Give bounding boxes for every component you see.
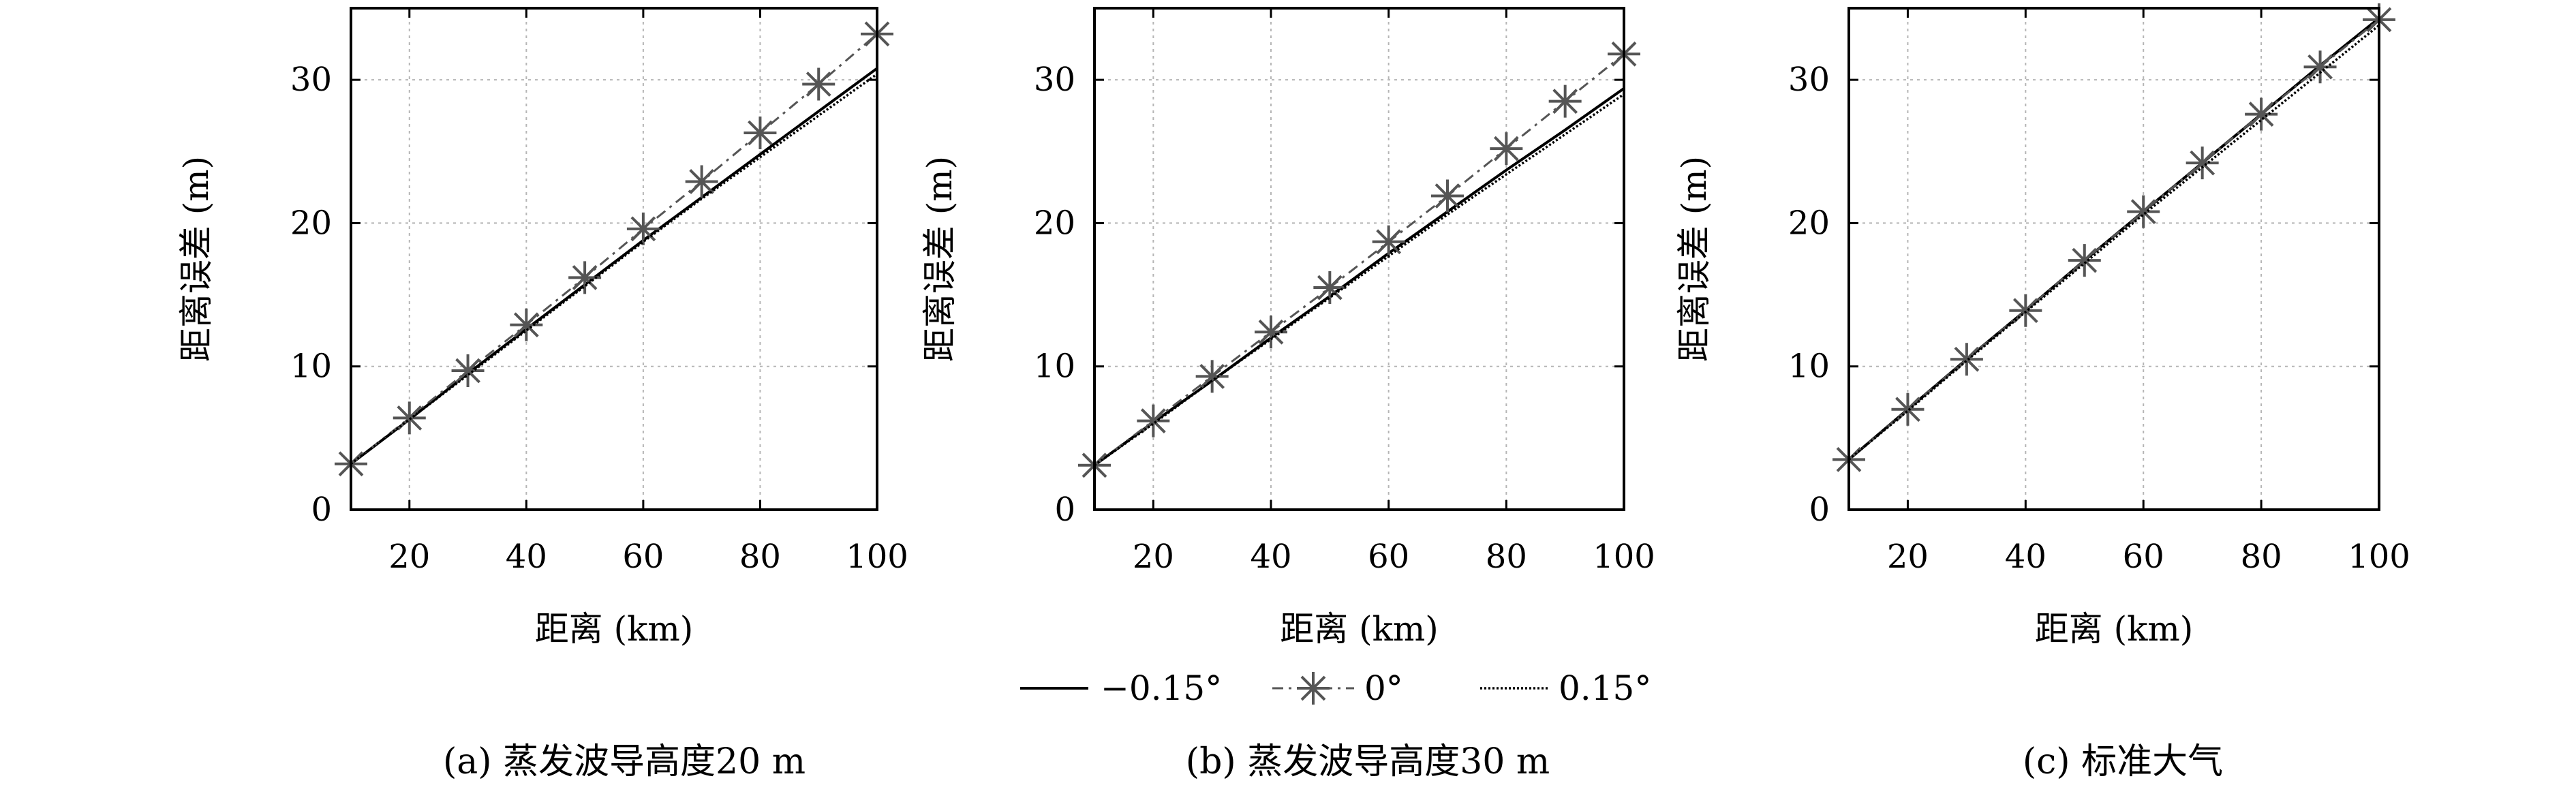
x-axis-label: 距离 (km)	[2035, 609, 2194, 649]
chart-panel-1: 20 40 60 80 100 0 10 20 30 距离 (km) 距离误差 (m)	[920, 7, 1655, 649]
y-axis-label: 距离误差 (m)	[1674, 156, 1714, 362]
y-tick-label-2: 20	[290, 204, 332, 242]
series-1-point-8	[1548, 84, 1582, 118]
y-tick-label-3: 30	[1788, 61, 1830, 99]
x-tick-label-1: 40	[506, 538, 547, 576]
series-1-point-6	[2186, 147, 2219, 180]
y-axis-label: 距离误差 (m)	[177, 156, 216, 362]
x-tick-label-2: 60	[622, 538, 664, 576]
x-tick-label-4: 100	[846, 538, 908, 576]
y-tick-label-3: 30	[290, 61, 332, 99]
legend-label-1: 0°	[1364, 668, 1403, 708]
series-1-point-7	[2245, 97, 2278, 131]
plot-frame	[1093, 7, 1625, 511]
series-1-point-5	[1372, 225, 1405, 258]
caption-c: (c) 标准大气	[2022, 741, 2224, 782]
legend-label-2: 0.15°	[1559, 668, 1651, 708]
series-line-1	[350, 33, 878, 465]
plot-frame	[350, 7, 878, 511]
y-tick-label-2: 20	[1788, 204, 1830, 242]
series-1-point-7	[743, 116, 777, 149]
x-tick-label-4: 100	[2348, 538, 2410, 576]
series-1-point-5	[626, 212, 660, 245]
series-1-point-4	[2068, 244, 2101, 277]
x-tick-label-1: 40	[1250, 538, 1291, 576]
chart-panel-2: 20 40 60 80 100 0 10 20 30 距离 (km) 距离误差 (m)	[1674, 3, 2410, 649]
series-1-point-6	[685, 165, 718, 198]
series-1-point-8	[802, 67, 835, 101]
chart-panel-0: 20 40 60 80 100 0 10 20 30 距离 (km) 距离误差 (m)	[177, 7, 908, 649]
x-tick-label-3: 80	[2241, 538, 2282, 576]
x-axis-label: 距离 (km)	[535, 609, 694, 649]
x-axis-label: 距离 (km)	[1280, 609, 1439, 649]
series-line-2	[1847, 24, 2380, 461]
series-line-2	[350, 73, 878, 465]
y-tick-label-0: 0	[1809, 491, 1830, 529]
x-tick-label-4: 100	[1593, 538, 1655, 576]
legend: −0.15° 0° 0.15°	[1020, 668, 1651, 708]
series-line-1	[1094, 53, 1625, 466]
x-tick-label-2: 60	[2123, 538, 2164, 576]
x-tick-label-0: 20	[388, 538, 430, 576]
series-1-point-3	[510, 308, 543, 341]
y-tick-label-1: 10	[1034, 348, 1075, 386]
series-1-point-3	[2009, 294, 2042, 327]
series-1-point-2	[451, 354, 485, 388]
series-1-point-6	[1431, 179, 1464, 213]
y-tick-label-0: 0	[311, 491, 332, 529]
series-1-point-8	[2303, 50, 2337, 84]
series-line-0	[1093, 87, 1625, 467]
series-1-point-1	[1891, 392, 1925, 426]
legend-marker-1	[1297, 672, 1330, 705]
series-1-point-7	[1490, 132, 1523, 166]
series-1-point-5	[2127, 195, 2160, 228]
series-line-2	[1093, 93, 1625, 467]
legend-label-0: −0.15°	[1101, 668, 1222, 708]
x-tick-label-3: 80	[739, 538, 781, 576]
y-tick-label-1: 10	[1788, 348, 1830, 386]
caption-b: (b) 蒸发波导高度30 m	[1185, 741, 1550, 782]
x-tick-label-0: 20	[1887, 538, 1929, 576]
series-1-point-2	[1950, 343, 1983, 376]
x-tick-label-1: 40	[2005, 538, 2046, 576]
plot-frame	[1847, 7, 2380, 511]
y-tick-label-3: 30	[1034, 61, 1075, 99]
y-axis-label: 距离误差 (m)	[920, 156, 960, 362]
y-tick-label-2: 20	[1034, 204, 1075, 242]
x-tick-label-3: 80	[1486, 538, 1527, 576]
series-1-point-4	[1313, 271, 1347, 305]
series-1-point-2	[1195, 360, 1229, 393]
y-tick-label-0: 0	[1054, 491, 1075, 529]
x-tick-label-2: 60	[1368, 538, 1409, 576]
y-tick-label-1: 10	[290, 348, 332, 386]
x-tick-label-0: 20	[1133, 538, 1174, 576]
caption-a: (a) 蒸发波导高度20 m	[442, 741, 806, 782]
